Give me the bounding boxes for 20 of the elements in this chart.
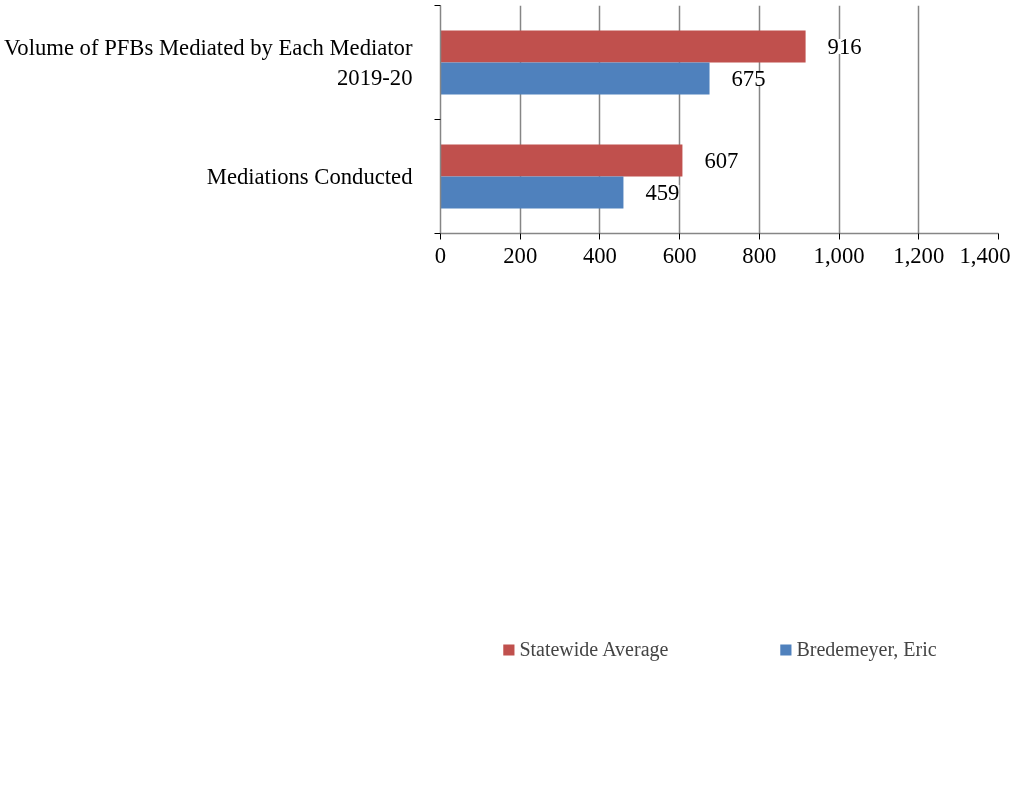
x-tick-label: 400 (582, 242, 617, 268)
x-tick-label: 600 (662, 242, 697, 268)
bar (440, 176, 624, 209)
data-label: 675 (731, 65, 766, 91)
legend-label: Bredemeyer, Eric (796, 637, 937, 661)
x-tick-label: 0 (434, 242, 447, 268)
bar (440, 30, 806, 63)
data-label: 916 (827, 34, 862, 60)
x-tick-label: 1,200 (893, 242, 945, 268)
y-tick-label: Mediations Conducted (206, 164, 414, 189)
x-tick-label: 1,000 (813, 242, 865, 268)
data-label: 459 (645, 179, 680, 205)
bar (440, 62, 710, 95)
bar (440, 144, 683, 177)
x-tick-label: 200 (503, 242, 538, 268)
legend-label: Statewide Average (519, 637, 669, 661)
data-label: 607 (704, 148, 739, 174)
x-tick-label: 800 (742, 242, 777, 268)
x-tick-label: 1,400 (959, 242, 1011, 268)
y-tick-label: Volume of PFBs Mediated by Each Mediator 2019-20 (3, 35, 413, 90)
